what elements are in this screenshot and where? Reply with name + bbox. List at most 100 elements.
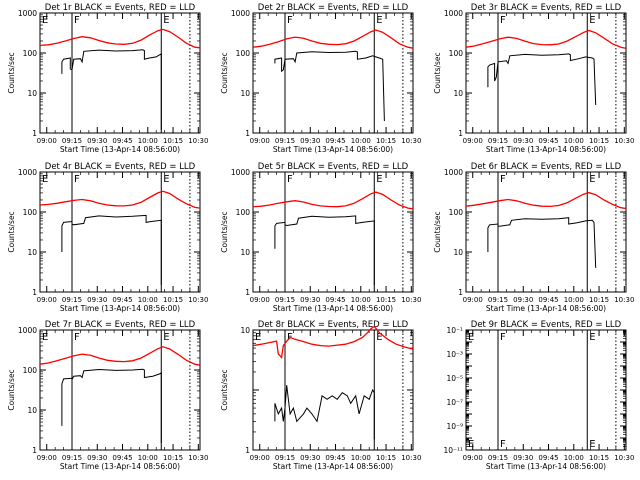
chart-4-lld-series (252, 191, 414, 210)
chart-8-x-tick-label: 09:45 (538, 454, 558, 462)
chart-5-title: Det 6r BLACK = Events, RED = LLD (471, 162, 622, 172)
chart-0-x-tick-label: 09:45 (112, 137, 132, 145)
chart-2-x-tick-label: 09:15 (488, 137, 508, 145)
chart-0-marker-label: E (163, 15, 169, 26)
chart-4-y-tick-label: 100 (236, 208, 251, 217)
chart-0-x-tick-label: 09:00 (37, 137, 57, 145)
chart-2-title: Det 3r BLACK = Events, RED = LLD (471, 3, 622, 13)
chart-6-plot-frame (39, 329, 201, 451)
chart-2-x-tick-label: 09:45 (538, 137, 558, 145)
chart-3-x-tick-label: 09:45 (112, 296, 132, 304)
chart-5-x-tick-label: 09:30 (513, 296, 533, 304)
chart-5-plot-frame (465, 171, 627, 293)
chart-4-panel: Det 5r BLACK = Events, RED = LLD 1 10 100 10… (220, 162, 421, 313)
chart-8-x-tick-label: 09:00 (463, 454, 483, 462)
chart-2-marker-label: E (589, 15, 595, 26)
chart-6-x-tick-label: 09:45 (112, 454, 132, 462)
chart-1-x-tick-label: 09:30 (300, 137, 320, 145)
chart-3-x-axis-label: Start Time (13-Apr-14 08:56:00) (60, 304, 180, 313)
chart-0-panel: Det 1r BLACK = Events, RED = LLD 1 10 100 10… (7, 3, 208, 154)
chart-5-marker-label: E (589, 174, 595, 185)
chart-1-x-tick-label: 10:00 (351, 137, 371, 145)
chart-6-x-tick-label: 09:30 (87, 454, 107, 462)
chart-3-x-tick-label: 10:00 (138, 296, 158, 304)
chart-0-marker-label: F (74, 15, 80, 26)
chart-6-x-tick-label: 09:00 (37, 454, 57, 462)
chart-2-marker-label: F (500, 15, 506, 26)
chart-5-x-tick-label: 09:15 (488, 296, 508, 304)
chart-3-plot-frame (39, 171, 201, 293)
chart-8-corner-mark-bottom: E (468, 439, 474, 450)
chart-0-y-tick-label: 1 (32, 129, 37, 138)
chart-0-corner-mark: E (42, 15, 48, 26)
chart-6-title: Det 7r BLACK = Events, RED = LLD (45, 320, 196, 330)
chart-5-x-tick-label: 09:00 (463, 296, 483, 304)
chart-0-x-tick-label: 10:00 (138, 137, 158, 145)
chart-7-x-tick-label: 10:15 (376, 454, 396, 462)
chart-0-plot-frame (39, 12, 201, 134)
chart-6-marker-label: F (74, 332, 80, 343)
chart-7-title: Det 8r BLACK = Events, RED = LLD (258, 320, 409, 330)
chart-1-lld-series (252, 29, 414, 49)
chart-7-x-tick-label: 09:15 (275, 454, 295, 462)
chart-1-y-tick-label: 1000 (231, 9, 250, 18)
chart-2-y-tick-label: 1 (458, 129, 463, 138)
chart-3-lld-series (39, 190, 201, 209)
chart-1-panel: Det 2r BLACK = Events, RED = LLD 1 10 100 10… (220, 3, 421, 154)
chart-6-lld-series (39, 346, 201, 366)
chart-4-x-axis-label: Start Time (13-Apr-14 08:56:00) (273, 304, 393, 313)
chart-1-y-tick-label: 10 (240, 89, 250, 98)
chart-4-plot-frame (252, 171, 414, 293)
chart-8-x-axis-label: Start Time (13-Apr-14 08:56:00) (486, 462, 606, 471)
chart-0-lld-series (39, 28, 201, 49)
chart-6-y-tick-label: 10 (27, 406, 37, 415)
chart-4-marker-label: F (287, 174, 293, 185)
chart-2-y-axis-label: Counts/sec (433, 52, 442, 93)
chart-3-x-tick-label: 10:15 (163, 296, 183, 304)
chart-2-plot-frame (465, 12, 627, 134)
chart-0-x-tick-label: 09:30 (87, 137, 107, 145)
chart-4-x-tick-label: 09:45 (325, 296, 345, 304)
chart-3-x-tick-label: 09:00 (37, 296, 57, 304)
chart-7-events-series (274, 385, 375, 440)
chart-2-events-series (487, 53, 597, 106)
chart-3-y-tick-label: 100 (23, 208, 38, 217)
chart-5-lld-series (465, 191, 627, 210)
chart-1-marker-label: E (376, 15, 382, 26)
chart-5-panel: Det 6r BLACK = Events, RED = LLD 1 10 100 10… (433, 162, 634, 313)
chart-6-y-tick-label: 100 (23, 366, 38, 375)
chart-3-panel: Det 4r BLACK = Events, RED = LLD 1 10 100 10… (7, 162, 208, 313)
chart-2-lld-series (465, 29, 627, 50)
chart-5-y-tick-label: 10 (453, 248, 463, 257)
chart-2-panel: Det 3r BLACK = Events, RED = LLD 1 10 100 10… (433, 3, 634, 154)
chart-5-y-tick-label: 100 (449, 208, 464, 217)
chart-5-events-series (487, 217, 597, 268)
chart-2-x-tick-label: 10:00 (564, 137, 584, 145)
chart-8-y-tick-label: 10⁻³ (446, 350, 463, 359)
chart-0-x-axis-label: Start Time (13-Apr-14 08:56:00) (60, 145, 180, 154)
chart-1-x-tick-label: 10:15 (376, 137, 396, 145)
chart-6-x-tick-label: 10:30 (188, 454, 208, 462)
chart-3-marker-label: E (163, 174, 169, 185)
chart-7-x-tick-label: 10:30 (401, 454, 421, 462)
chart-8-y-tick-label: 10⁻¹¹ (443, 446, 463, 455)
chart-2-x-tick-label: 09:00 (463, 137, 483, 145)
chart-8-panel: Det 9r BLACK = Events, RED = LLD 10⁻¹¹ 10⁻… (443, 320, 634, 471)
chart-0-y-tick-label: 1000 (18, 9, 37, 18)
chart-8-y-tick-label: 10⁻⁹ (446, 422, 463, 431)
chart-6-x-tick-label: 10:15 (163, 454, 183, 462)
chart-7-marker-label: E (376, 332, 382, 343)
chart-1-title: Det 2r BLACK = Events, RED = LLD (258, 3, 409, 13)
chart-2-x-tick-label: 10:15 (589, 137, 609, 145)
chart-4-y-tick-label: 10 (240, 248, 250, 257)
chart-0-x-tick-label: 09:15 (62, 137, 82, 145)
chart-2-x-tick-label: 10:30 (614, 137, 634, 145)
chart-5-x-tick-label: 10:00 (564, 296, 584, 304)
chart-3-events-series (61, 214, 162, 285)
chart-1-x-tick-label: 09:00 (250, 137, 270, 145)
chart-6-x-tick-label: 09:15 (62, 454, 82, 462)
chart-4-events-series (274, 215, 375, 285)
chart-1-plot-frame (252, 12, 414, 134)
chart-5-x-axis-label: Start Time (13-Apr-14 08:56:00) (486, 304, 606, 313)
chart-8-x-tick-label: 09:15 (488, 454, 508, 462)
